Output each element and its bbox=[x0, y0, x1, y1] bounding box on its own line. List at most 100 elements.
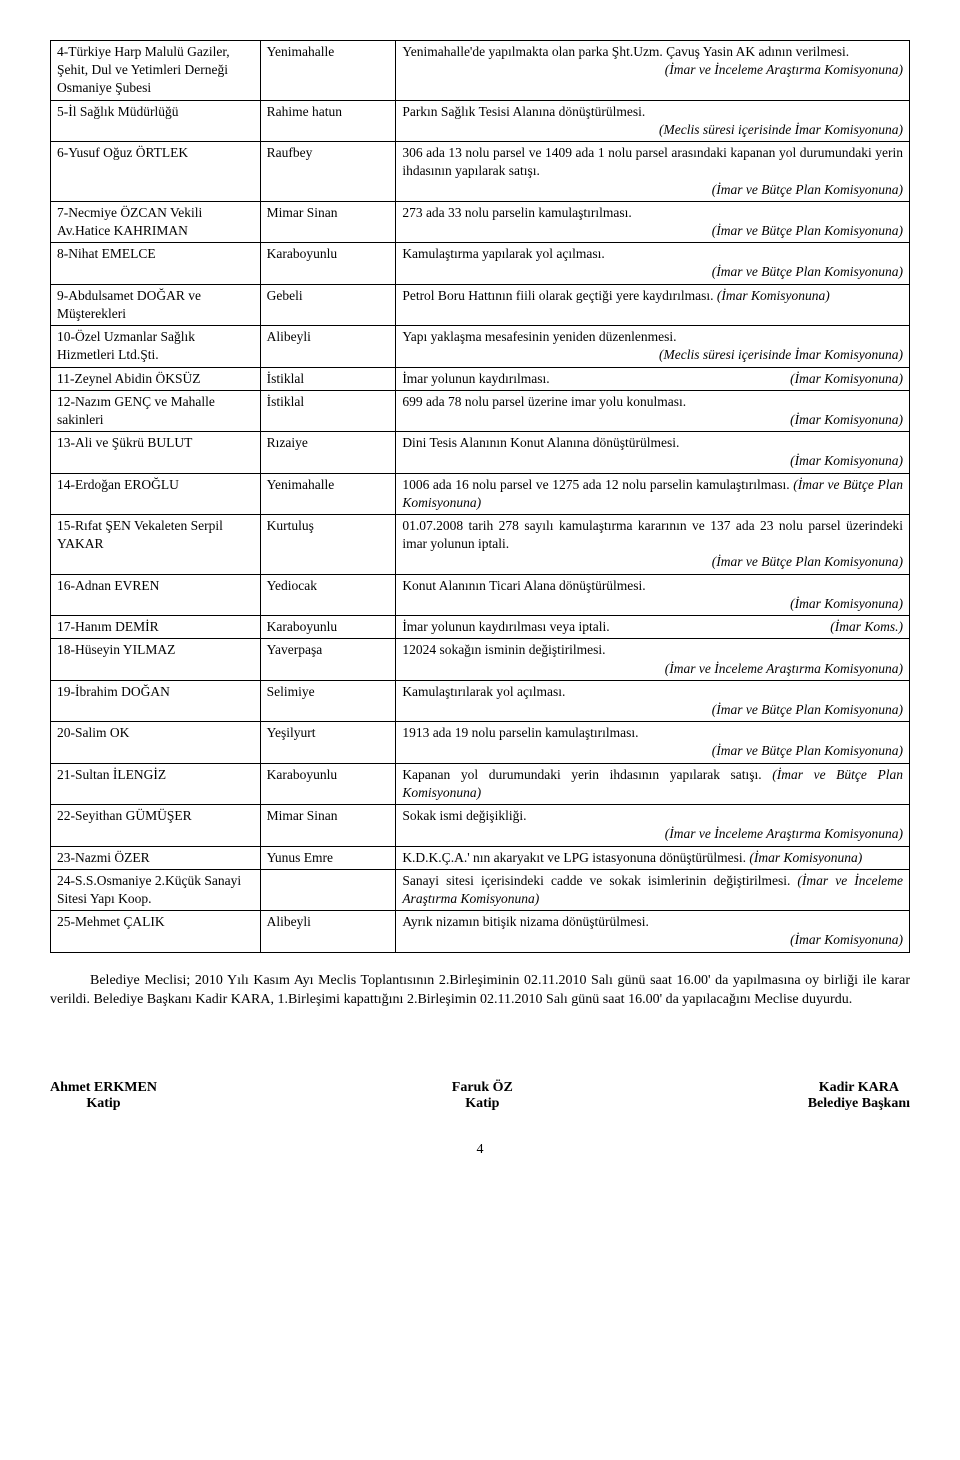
signature-2: Faruk ÖZ Katip bbox=[452, 1080, 513, 1112]
signatures-row: Ahmet ERKMEN Katip Faruk ÖZ Katip Kadir … bbox=[50, 1080, 910, 1112]
signature-1: Ahmet ERKMEN Katip bbox=[50, 1080, 157, 1112]
page-number: 4 bbox=[50, 1142, 910, 1158]
applicant-cell: 20-Salim OK bbox=[51, 722, 261, 763]
table-row: 24-S.S.Osmaniye 2.Küçük Sanayi Sitesi Ya… bbox=[51, 869, 910, 910]
sig-name: Kadir KARA bbox=[808, 1080, 910, 1096]
table-row: 16-Adnan EVRENYediocakKonut Alanının Tic… bbox=[51, 574, 910, 615]
table-row: 19-İbrahim DOĞANSelimiyeKamulaştırılarak… bbox=[51, 680, 910, 721]
description-cell: Petrol Boru Hattının fiili olarak geçtiğ… bbox=[396, 284, 910, 325]
table-row: 23-Nazmi ÖZERYunus EmreK.D.K.Ç.A.' nın a… bbox=[51, 846, 910, 869]
applicant-cell: 8-Nihat EMELCE bbox=[51, 243, 261, 284]
location-cell: Yaverpaşa bbox=[260, 639, 396, 680]
table-row: 11-Zeynel Abidin ÖKSÜZİstiklalİmar yolun… bbox=[51, 367, 910, 390]
table-row: 13-Ali ve Şükrü BULUTRızaiyeDini Tesis A… bbox=[51, 432, 910, 473]
location-cell: Alibeyli bbox=[260, 911, 396, 952]
table-row: 7-Necmiye ÖZCAN Vekili Av.Hatice KAHRIMA… bbox=[51, 201, 910, 242]
location-cell: Yenimahalle bbox=[260, 473, 396, 514]
description-cell: Kamulaştırılarak yol açılması.(İmar ve B… bbox=[396, 680, 910, 721]
description-cell: Kamulaştırma yapılarak yol açılması.(İma… bbox=[396, 243, 910, 284]
applicant-cell: 13-Ali ve Şükrü BULUT bbox=[51, 432, 261, 473]
location-cell: Selimiye bbox=[260, 680, 396, 721]
table-row: 5-İl Sağlık MüdürlüğüRahime hatunParkın … bbox=[51, 100, 910, 141]
description-cell: 1006 ada 16 nolu parsel ve 1275 ada 12 n… bbox=[396, 473, 910, 514]
location-cell: Yenimahalle bbox=[260, 41, 396, 101]
description-cell: Ayrık nizamın bitişik nizama dönüştürülm… bbox=[396, 911, 910, 952]
location-cell: Alibeyli bbox=[260, 326, 396, 367]
location-cell bbox=[260, 869, 396, 910]
applicant-cell: 14-Erdoğan EROĞLU bbox=[51, 473, 261, 514]
description-cell: Konut Alanının Ticari Alana dönüştürülme… bbox=[396, 574, 910, 615]
location-cell: Karaboyunlu bbox=[260, 243, 396, 284]
applicant-cell: 10-Özel Uzmanlar Sağlık Hizmetleri Ltd.Ş… bbox=[51, 326, 261, 367]
applicant-cell: 15-Rıfat ŞEN Vekaleten Serpil YAKAR bbox=[51, 515, 261, 575]
location-cell: İstiklal bbox=[260, 390, 396, 431]
description-cell: 1913 ada 19 nolu parselin kamulaştırılma… bbox=[396, 722, 910, 763]
location-cell: Rahime hatun bbox=[260, 100, 396, 141]
table-row: 21-Sultan İLENGİZKaraboyunluKapanan yol … bbox=[51, 763, 910, 804]
applicant-cell: 24-S.S.Osmaniye 2.Küçük Sanayi Sitesi Ya… bbox=[51, 869, 261, 910]
description-cell: İmar yolunun kaydırılması veya iptali.(İ… bbox=[396, 616, 910, 639]
location-cell: Gebeli bbox=[260, 284, 396, 325]
description-cell: K.D.K.Ç.A.' nın akaryakıt ve LPG istasyo… bbox=[396, 846, 910, 869]
table-row: 10-Özel Uzmanlar Sağlık Hizmetleri Ltd.Ş… bbox=[51, 326, 910, 367]
applicant-cell: 11-Zeynel Abidin ÖKSÜZ bbox=[51, 367, 261, 390]
location-cell: İstiklal bbox=[260, 367, 396, 390]
table-row: 4-Türkiye Harp Malulü Gaziler, Şehit, Du… bbox=[51, 41, 910, 101]
applicant-cell: 9-Abdulsamet DOĞAR ve Müşterekleri bbox=[51, 284, 261, 325]
applicant-cell: 7-Necmiye ÖZCAN Vekili Av.Hatice KAHRIMA… bbox=[51, 201, 261, 242]
location-cell: Raufbey bbox=[260, 142, 396, 202]
applicant-cell: 23-Nazmi ÖZER bbox=[51, 846, 261, 869]
table-row: 6-Yusuf Oğuz ÖRTLEKRaufbey306 ada 13 nol… bbox=[51, 142, 910, 202]
applicant-cell: 25-Mehmet ÇALIK bbox=[51, 911, 261, 952]
description-cell: Yenimahalle'de yapılmakta olan parka Şht… bbox=[396, 41, 910, 101]
applicant-cell: 19-İbrahim DOĞAN bbox=[51, 680, 261, 721]
location-cell: Kurtuluş bbox=[260, 515, 396, 575]
applicant-cell: 16-Adnan EVREN bbox=[51, 574, 261, 615]
applicant-cell: 21-Sultan İLENGİZ bbox=[51, 763, 261, 804]
location-cell: Karaboyunlu bbox=[260, 616, 396, 639]
sig-title: Katip bbox=[50, 1096, 157, 1112]
applicant-cell: 22-Seyithan GÜMÜŞER bbox=[51, 805, 261, 846]
applicant-cell: 18-Hüseyin YILMAZ bbox=[51, 639, 261, 680]
table-row: 9-Abdulsamet DOĞAR ve MüşterekleriGebeli… bbox=[51, 284, 910, 325]
location-cell: Yediocak bbox=[260, 574, 396, 615]
description-cell: 699 ada 78 nolu parsel üzerine imar yolu… bbox=[396, 390, 910, 431]
description-cell: 273 ada 33 nolu parselin kamulaştırılmas… bbox=[396, 201, 910, 242]
table-row: 20-Salim OKYeşilyurt1913 ada 19 nolu par… bbox=[51, 722, 910, 763]
description-cell: Dini Tesis Alanının Konut Alanına dönüşt… bbox=[396, 432, 910, 473]
sig-name: Ahmet ERKMEN bbox=[50, 1080, 157, 1096]
sig-title: Katip bbox=[452, 1096, 513, 1112]
description-cell: 12024 sokağın isminin değiştirilmesi.(İm… bbox=[396, 639, 910, 680]
applicant-cell: 5-İl Sağlık Müdürlüğü bbox=[51, 100, 261, 141]
applicant-cell: 17-Hanım DEMİR bbox=[51, 616, 261, 639]
description-cell: Kapanan yol durumundaki yerin ihdasının … bbox=[396, 763, 910, 804]
applicant-cell: 4-Türkiye Harp Malulü Gaziler, Şehit, Du… bbox=[51, 41, 261, 101]
table-row: 14-Erdoğan EROĞLUYenimahalle1006 ada 16 … bbox=[51, 473, 910, 514]
description-cell: 01.07.2008 tarih 278 sayılı kamulaştırma… bbox=[396, 515, 910, 575]
signature-3: Kadir KARA Belediye Başkanı bbox=[808, 1080, 910, 1112]
table-row: 12-Nazım GENÇ ve Mahalle sakinleriİstikl… bbox=[51, 390, 910, 431]
location-cell: Mimar Sinan bbox=[260, 805, 396, 846]
table-row: 18-Hüseyin YILMAZYaverpaşa12024 sokağın … bbox=[51, 639, 910, 680]
table-row: 25-Mehmet ÇALIKAlibeyliAyrık nizamın bit… bbox=[51, 911, 910, 952]
table-row: 22-Seyithan GÜMÜŞERMimar SinanSokak ismi… bbox=[51, 805, 910, 846]
table-row: 15-Rıfat ŞEN Vekaleten Serpil YAKARKurtu… bbox=[51, 515, 910, 575]
location-cell: Yeşilyurt bbox=[260, 722, 396, 763]
document-table: 4-Türkiye Harp Malulü Gaziler, Şehit, Du… bbox=[50, 40, 910, 953]
location-cell: Karaboyunlu bbox=[260, 763, 396, 804]
description-cell: İmar yolunun kaydırılması.(İmar Komisyon… bbox=[396, 367, 910, 390]
sig-title: Belediye Başkanı bbox=[808, 1096, 910, 1112]
description-cell: Parkın Sağlık Tesisi Alanına dönüştürülm… bbox=[396, 100, 910, 141]
location-cell: Mimar Sinan bbox=[260, 201, 396, 242]
sig-name: Faruk ÖZ bbox=[452, 1080, 513, 1096]
table-row: 17-Hanım DEMİRKaraboyunluİmar yolunun ka… bbox=[51, 616, 910, 639]
description-cell: Sokak ismi değişikliği.(İmar ve İnceleme… bbox=[396, 805, 910, 846]
description-cell: Yapı yaklaşma mesafesinin yeniden düzenl… bbox=[396, 326, 910, 367]
applicant-cell: 12-Nazım GENÇ ve Mahalle sakinleri bbox=[51, 390, 261, 431]
description-cell: 306 ada 13 nolu parsel ve 1409 ada 1 nol… bbox=[396, 142, 910, 202]
table-row: 8-Nihat EMELCEKaraboyunluKamulaştırma ya… bbox=[51, 243, 910, 284]
applicant-cell: 6-Yusuf Oğuz ÖRTLEK bbox=[51, 142, 261, 202]
location-cell: Rızaiye bbox=[260, 432, 396, 473]
closing-paragraph: Belediye Meclisi; 2010 Yılı Kasım Ayı Me… bbox=[50, 971, 910, 1010]
location-cell: Yunus Emre bbox=[260, 846, 396, 869]
